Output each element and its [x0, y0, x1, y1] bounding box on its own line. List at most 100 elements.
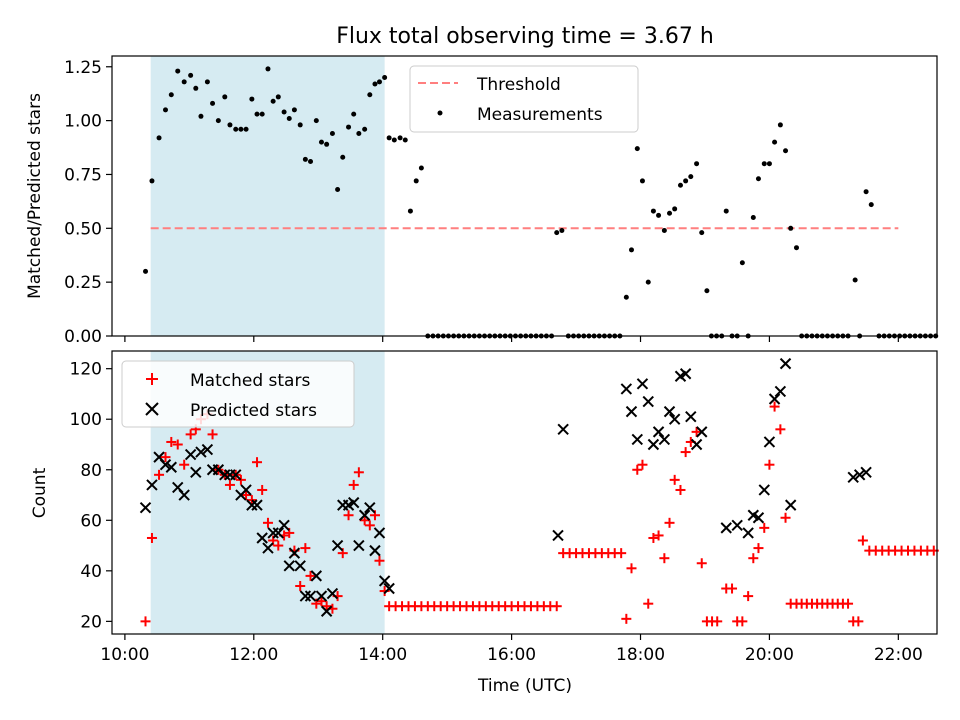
- predicted-star-point: [731, 519, 743, 532]
- measurement-point: [407, 208, 413, 214]
- matched-star-point: [257, 484, 268, 495]
- measurement-point: [302, 156, 308, 162]
- measurement-point: [215, 118, 221, 124]
- predicted-star-point: [847, 471, 859, 484]
- predicted-star-point: [146, 479, 158, 491]
- matched-star-point: [154, 469, 165, 480]
- measurement-point: [254, 111, 260, 117]
- measurement-point: [672, 206, 678, 212]
- y-tick-label: 60: [80, 511, 102, 531]
- measurement-point: [699, 230, 705, 236]
- y-tick-label: 120: [70, 360, 102, 380]
- y-tick-label: 0.75: [64, 165, 102, 185]
- matched-star-point: [343, 510, 354, 521]
- matched-star-point: [759, 522, 770, 533]
- top-panel-y-ticks: 0.00 0.25 0.50 0.75 1.00 1.25: [64, 58, 112, 347]
- measurement-point: [656, 212, 662, 218]
- x-axis-label: Time (UTC): [477, 676, 572, 696]
- measurement-point: [559, 227, 565, 233]
- measurement-point: [249, 96, 255, 102]
- measurement-point: [351, 111, 357, 117]
- measurement-point: [661, 227, 667, 233]
- predicted-star-point: [647, 438, 660, 451]
- predicted-star-point: [758, 484, 770, 496]
- matched-star-point: [241, 490, 252, 501]
- predicted-star-point: [304, 590, 317, 602]
- matched-star-point: [675, 484, 686, 495]
- measurement-point: [739, 260, 745, 266]
- predicted-star-point: [262, 542, 274, 554]
- matched-star-point: [140, 616, 151, 627]
- predicted-star-point: [139, 501, 152, 514]
- predicted-star-point: [642, 395, 654, 408]
- measurement-point: [386, 135, 392, 141]
- measurement-point: [162, 107, 168, 113]
- measurement-point: [677, 182, 683, 188]
- legend-threshold-label: Threshold: [476, 75, 561, 95]
- matched-star-point: [843, 598, 854, 609]
- bottom-legend-box: [121, 360, 355, 428]
- x-tick-label: 12:00: [229, 645, 278, 665]
- measurement-point: [554, 230, 560, 236]
- measurement-point: [291, 107, 297, 113]
- measurement-point: [313, 118, 319, 124]
- predicted-star-point: [768, 393, 781, 405]
- measurement-point: [297, 122, 303, 128]
- measurement-point: [259, 111, 265, 117]
- measurement-point: [683, 178, 689, 184]
- matched-star-point: [374, 555, 385, 566]
- measurement-point: [376, 79, 382, 85]
- measurement-point: [723, 208, 729, 214]
- measurement-point: [397, 135, 403, 141]
- bottom-y-axis-label: Count: [30, 467, 50, 518]
- measurement-point: [356, 131, 362, 137]
- measurement-point: [372, 81, 378, 87]
- predicted-star-point: [631, 433, 644, 446]
- predicted-star-point: [636, 378, 649, 390]
- predicted-star-point: [178, 489, 190, 501]
- predicted-star-point: [696, 426, 708, 438]
- measurement-point: [198, 113, 204, 119]
- predicted-star-point: [159, 458, 172, 471]
- measurement-point: [623, 294, 629, 300]
- measurement-point: [688, 174, 694, 180]
- legend-predicted-swatch: [145, 402, 159, 416]
- measurement-point: [286, 115, 292, 121]
- y-tick-label: 0.00: [64, 327, 102, 347]
- measurement-point: [667, 210, 673, 216]
- matched-star-point: [305, 570, 316, 581]
- matched-star-point: [680, 447, 691, 458]
- legend-measurements-label: Measurements: [477, 105, 603, 125]
- measurement-point: [238, 126, 244, 132]
- measurement-point: [204, 79, 210, 85]
- predicted-star-point: [752, 512, 765, 524]
- matched-star-point: [246, 495, 257, 506]
- matched-star-point: [857, 535, 868, 546]
- chart-title: Flux total observing time = 3.67 h: [336, 24, 714, 49]
- matched-star-point: [743, 591, 754, 602]
- measurement-point: [777, 122, 783, 128]
- predicted-star-point: [853, 469, 866, 481]
- matched-star-point: [659, 553, 670, 564]
- measurement-point: [168, 92, 174, 98]
- bottom-legend: Matched stars Predicted stars: [121, 360, 355, 428]
- predicted-star-point: [267, 527, 279, 539]
- matched-star-point: [300, 543, 311, 554]
- matched-star-point: [696, 558, 707, 569]
- predicted-star-point: [230, 469, 242, 481]
- matched-star-point: [775, 424, 786, 435]
- measurement-point: [783, 148, 789, 154]
- predicted-star-point: [320, 605, 333, 617]
- predicted-star-point: [364, 501, 376, 514]
- predicted-star-point: [358, 509, 371, 521]
- measurement-point: [628, 247, 634, 253]
- matched-star-point: [637, 459, 648, 470]
- measurement-point: [755, 176, 761, 182]
- matched-star-point: [748, 553, 759, 564]
- matched-star-point: [353, 467, 364, 478]
- measurement-point: [868, 202, 874, 208]
- measurement-point: [243, 126, 249, 132]
- matched-star-point: [780, 512, 791, 523]
- predicted-star-point: [331, 539, 344, 552]
